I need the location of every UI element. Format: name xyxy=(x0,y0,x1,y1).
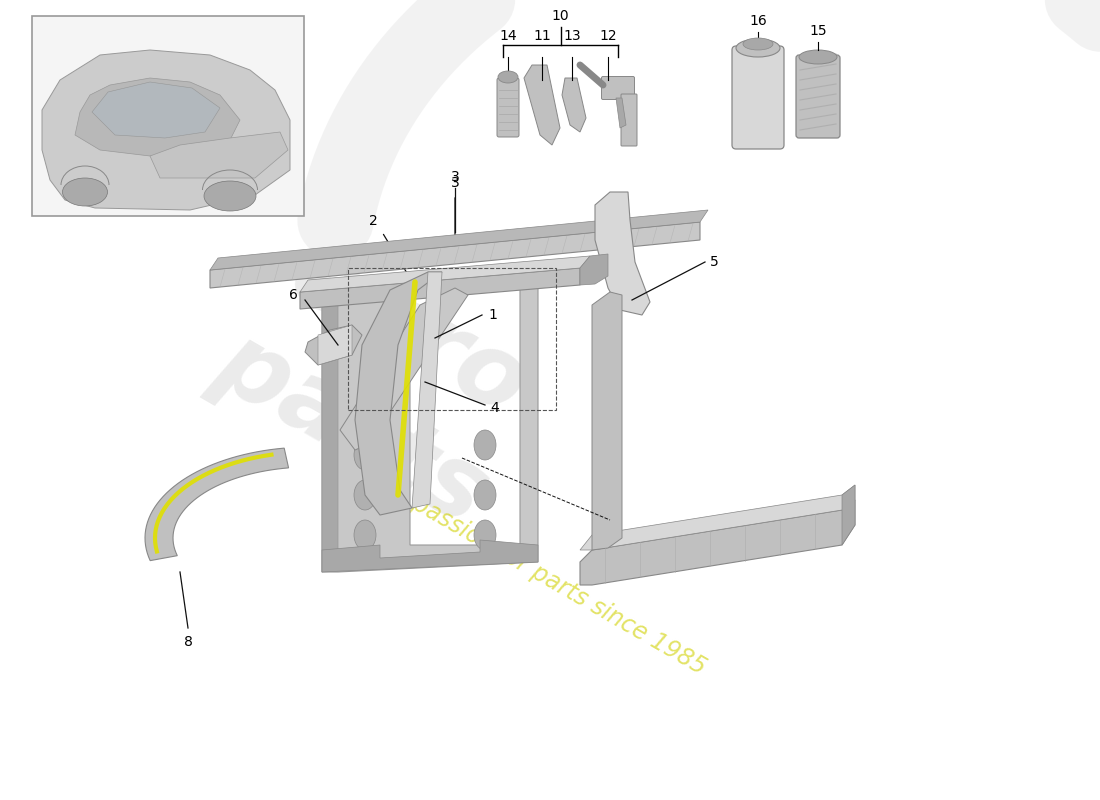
Polygon shape xyxy=(340,288,468,450)
Ellipse shape xyxy=(354,520,376,550)
Polygon shape xyxy=(842,485,855,545)
Polygon shape xyxy=(145,448,288,561)
Text: 8: 8 xyxy=(184,635,192,649)
Polygon shape xyxy=(580,485,855,550)
Polygon shape xyxy=(580,500,855,585)
Text: 12: 12 xyxy=(600,29,617,43)
Polygon shape xyxy=(75,78,240,156)
FancyBboxPatch shape xyxy=(796,55,840,138)
Polygon shape xyxy=(150,132,288,178)
Polygon shape xyxy=(562,78,586,132)
Ellipse shape xyxy=(474,430,496,460)
Polygon shape xyxy=(300,268,580,309)
Ellipse shape xyxy=(498,71,518,83)
Polygon shape xyxy=(92,82,220,138)
Polygon shape xyxy=(616,98,626,128)
Ellipse shape xyxy=(799,50,837,64)
Text: a passion for parts since 1985: a passion for parts since 1985 xyxy=(389,480,711,680)
Text: 10: 10 xyxy=(552,9,570,23)
Text: 2: 2 xyxy=(370,214,378,228)
FancyBboxPatch shape xyxy=(621,94,637,146)
Polygon shape xyxy=(305,325,362,365)
Text: 1: 1 xyxy=(488,308,497,322)
Text: 16: 16 xyxy=(749,14,767,28)
Text: 6: 6 xyxy=(289,288,298,302)
FancyBboxPatch shape xyxy=(732,46,784,149)
FancyBboxPatch shape xyxy=(497,78,519,137)
Polygon shape xyxy=(42,50,290,210)
Polygon shape xyxy=(210,210,708,270)
Polygon shape xyxy=(300,256,590,292)
Text: 14: 14 xyxy=(499,29,517,43)
Text: 15: 15 xyxy=(810,24,827,38)
Polygon shape xyxy=(592,292,622,550)
Polygon shape xyxy=(412,272,442,508)
Ellipse shape xyxy=(354,440,376,470)
Bar xyxy=(348,268,556,410)
Ellipse shape xyxy=(736,39,780,57)
Polygon shape xyxy=(322,282,338,572)
Ellipse shape xyxy=(63,178,108,206)
Polygon shape xyxy=(322,280,538,572)
Polygon shape xyxy=(595,192,650,315)
Text: euro
parts: euro parts xyxy=(199,215,560,545)
Ellipse shape xyxy=(474,520,496,550)
Text: 13: 13 xyxy=(563,29,581,43)
Polygon shape xyxy=(210,222,700,288)
Polygon shape xyxy=(355,272,442,515)
Polygon shape xyxy=(580,254,608,285)
Bar xyxy=(32,16,304,216)
Ellipse shape xyxy=(354,480,376,510)
Text: 4: 4 xyxy=(490,401,498,415)
Polygon shape xyxy=(322,540,538,572)
Text: 3: 3 xyxy=(451,170,460,184)
Ellipse shape xyxy=(474,480,496,510)
FancyBboxPatch shape xyxy=(602,77,635,99)
Text: 11: 11 xyxy=(534,29,551,43)
Ellipse shape xyxy=(204,181,256,211)
Polygon shape xyxy=(524,65,560,145)
Polygon shape xyxy=(318,325,352,365)
Text: 3: 3 xyxy=(451,176,460,190)
Text: 5: 5 xyxy=(710,255,718,269)
Ellipse shape xyxy=(742,38,773,50)
